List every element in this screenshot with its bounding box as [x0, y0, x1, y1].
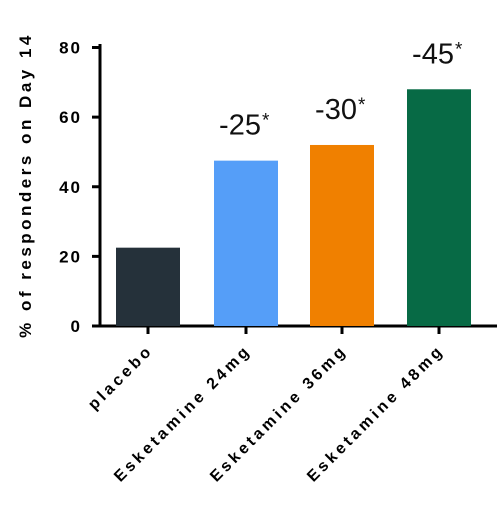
significance-star: * — [262, 111, 270, 132]
data-label: -45 — [412, 38, 454, 70]
y-axis-label: % of responders on Day 14 — [16, 32, 35, 338]
y-tick-label: 20 — [59, 247, 82, 266]
y-axis: 0 20 40 60 80 — [59, 39, 102, 336]
y-tick-label: 0 — [71, 317, 82, 336]
bar — [214, 160, 278, 326]
significance-star: * — [358, 95, 366, 116]
data-label: -25 — [219, 110, 261, 142]
data-label: -30 — [315, 94, 357, 126]
bar — [116, 247, 180, 326]
y-tick-label: 40 — [59, 178, 82, 197]
significance-star: * — [455, 39, 463, 60]
y-tick-label: 60 — [59, 108, 82, 127]
y-tick-label: 80 — [59, 39, 82, 58]
bar — [407, 89, 471, 327]
x-tick-label: placebo — [85, 342, 157, 414]
bar — [310, 144, 374, 326]
